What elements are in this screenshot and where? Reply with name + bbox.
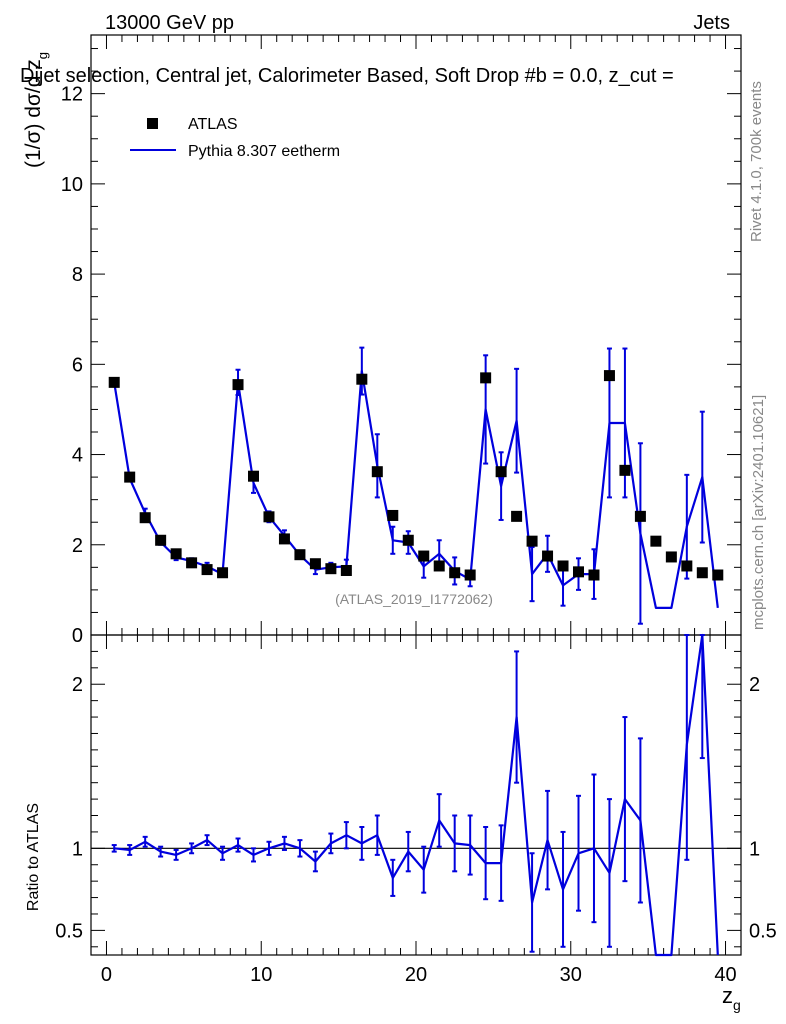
legend: ATLAS Pythia 8.307 eetherm	[130, 116, 340, 160]
x-tick-label: 30	[560, 964, 582, 986]
ratio-y-tick-label-right: 0.5	[749, 920, 777, 942]
data-point	[263, 511, 275, 523]
ratio-xlabel: zg	[722, 983, 741, 1013]
data-point	[464, 569, 476, 581]
x-tick-label: 40	[714, 964, 736, 986]
ratio-series-line	[114, 633, 719, 957]
legend-label-pythia: Pythia 8.307 eetherm	[188, 143, 340, 160]
data-point	[557, 560, 569, 572]
data-point	[433, 560, 445, 572]
data-point	[619, 464, 631, 476]
energy-label: 13000 GeV pp	[105, 12, 234, 34]
data-point	[170, 548, 182, 560]
y-tick-label: 2	[72, 535, 83, 557]
rivet-label: Rivet 4.1.0, 700k events	[748, 81, 765, 242]
data-point	[356, 373, 368, 385]
data-point	[155, 534, 167, 546]
process-label: Jets	[693, 12, 730, 34]
ratio-y-tick-label-right: 1	[749, 838, 760, 860]
ratio-y-tick-label: 0.5	[55, 920, 83, 942]
mcplots-label: mcplots.cern.ch [arXiv:2401.10621]	[750, 395, 767, 630]
data-point	[124, 471, 136, 483]
data-point	[325, 563, 337, 575]
ratio-y-tick-label: 1	[72, 838, 83, 860]
data-point	[232, 379, 244, 391]
analysis-watermark: (ATLAS_2019_I1772062)	[335, 591, 493, 607]
data-point	[340, 564, 352, 576]
data-point	[371, 466, 383, 478]
legend-label-atlas: ATLAS	[188, 116, 238, 133]
data-point	[511, 510, 523, 522]
data-point	[526, 535, 538, 547]
ratio-y-tick-label: 2	[72, 674, 83, 696]
data-point	[681, 560, 693, 572]
data-point	[418, 550, 430, 562]
data-point	[139, 512, 151, 524]
data-point	[588, 569, 600, 581]
x-tick-label: 0	[101, 964, 112, 986]
y-tick-label: 12	[61, 84, 83, 106]
data-point	[495, 466, 507, 478]
data-point	[387, 509, 399, 521]
plot-title: Dijet selection, Central jet, Calorimete…	[20, 65, 674, 87]
ratio-y-tick-label-right: 2	[749, 674, 760, 696]
data-point	[278, 533, 290, 545]
data-point	[248, 470, 259, 482]
data-point	[217, 567, 229, 579]
data-point	[665, 551, 677, 563]
ratio-ylabel: Ratio to ATLAS	[25, 803, 42, 911]
x-tick-label: 10	[250, 964, 272, 986]
ratio-frame	[90, 634, 742, 956]
y-tick-label: 0	[72, 625, 83, 647]
data-point	[108, 376, 120, 388]
x-tick-label: 20	[405, 964, 427, 986]
data-point	[634, 510, 646, 522]
data-point	[201, 564, 213, 576]
mc-series-line	[113, 370, 719, 610]
data-point	[603, 370, 615, 382]
y-tick-label: 6	[72, 354, 83, 376]
y-tick-label: 4	[72, 445, 83, 467]
legend-marker-atlas	[147, 118, 158, 129]
ratio-plot: 0 10 20 30 40 0.5 0.5 1 1 2 2	[55, 633, 777, 986]
data-point	[650, 535, 662, 547]
data-point	[573, 566, 584, 578]
main-plot: 0 2 4 6 8 10 12	[61, 34, 742, 647]
data-point	[449, 567, 461, 579]
data-point	[696, 567, 708, 579]
y-tick-label: 10	[61, 174, 83, 196]
data-point	[186, 557, 198, 569]
data-point	[294, 549, 306, 561]
data-point	[309, 558, 321, 570]
y-tick-label: 8	[72, 264, 83, 286]
data-point	[402, 534, 414, 546]
data-point	[542, 550, 554, 562]
data-point	[712, 569, 724, 581]
data-point	[480, 372, 492, 384]
